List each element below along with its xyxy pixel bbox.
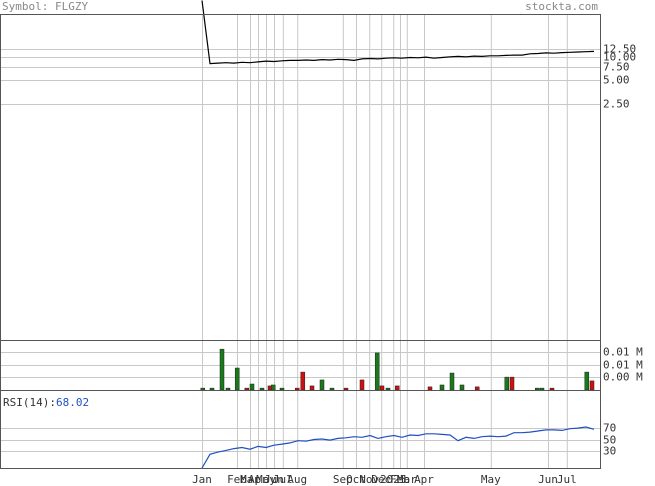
y-tick-label: 70 (603, 422, 616, 435)
volume-bar (319, 379, 325, 391)
y-tick-label: 5.00 (603, 74, 630, 87)
volume-bar (249, 383, 255, 391)
y-tick-label: 30 (603, 445, 616, 458)
volume-bar (459, 384, 465, 391)
price-frame (0, 14, 601, 341)
line (201, 0, 595, 65)
line (201, 426, 595, 469)
grid (0, 14, 600, 468)
volume-bar (449, 372, 455, 391)
volume-bar (343, 387, 349, 391)
x-tick-label: Oct (346, 473, 366, 486)
x-tick-label: Feb (390, 473, 410, 486)
volume-bar (244, 387, 250, 391)
x-tick-label: Apr (414, 473, 434, 486)
volume-bar (584, 371, 590, 391)
x-tick-label: Sep (333, 473, 353, 486)
rsi-title: RSI(14):68.02 (3, 396, 89, 409)
x-tick-label: Nov (359, 473, 379, 486)
x-tick-label: Jun (538, 473, 558, 486)
x-tick-label: May (256, 473, 276, 486)
volume-bar (379, 385, 385, 391)
x-tick-label: May (481, 473, 501, 486)
volume-bar (200, 387, 206, 391)
y-tick-label: 50 (603, 434, 616, 447)
volume-bar (474, 386, 480, 391)
y-tick-label: 0.00 M (603, 371, 643, 384)
volume-bar (359, 379, 365, 391)
marks (200, 0, 595, 469)
volume-bar (225, 387, 231, 391)
x-tick-label: Apr (248, 473, 268, 486)
rsi-value: 68.02 (56, 396, 89, 409)
x-tick-label: Aug (287, 473, 307, 486)
volume-bar (534, 387, 540, 391)
site: stockta.com (525, 0, 598, 13)
volume-bar (279, 387, 285, 391)
x-tick-label: 2025 (380, 473, 407, 486)
y-tick-label: 0.01 M (603, 359, 643, 372)
volume-bar (549, 387, 555, 391)
volume-bar (589, 380, 595, 391)
y-tick-label: 7.50 (603, 61, 630, 74)
x-tick-label: Dec (371, 473, 391, 486)
volume-bar (270, 384, 276, 391)
volume-bar (374, 352, 380, 391)
volume-bar (259, 387, 265, 391)
y-tick-label: 10.00 (603, 51, 636, 64)
volume-bar (394, 385, 400, 391)
y-tick-label: 2.50 (603, 98, 630, 111)
volume-bar (234, 367, 240, 391)
y-tick-label: 0.01 M (603, 346, 643, 359)
y-tick-label: 12.50 (603, 43, 636, 56)
volume-bar (309, 385, 315, 391)
volume-bar (209, 387, 215, 391)
volume-bar (539, 387, 545, 391)
volume-bar (385, 387, 391, 391)
volume-bar (509, 376, 515, 391)
x-tick-label: Jun (264, 473, 284, 486)
rsi-label: RSI(14): (3, 396, 56, 409)
x-tick-label: Mar (397, 473, 417, 486)
volume-bar (504, 376, 510, 391)
volume-bar (300, 371, 306, 391)
volume-bar (427, 386, 433, 391)
x-tick-label: Mar (240, 473, 260, 486)
x-tick-label: Jul (273, 473, 293, 486)
x-tick-label: Jan (192, 473, 212, 486)
x-tick-label: Jul (557, 473, 577, 486)
rsi-frame (0, 390, 601, 469)
volume-bar (219, 348, 225, 391)
volume-bar (329, 387, 335, 391)
symbol: Symbol: FLGZY (2, 0, 88, 13)
x-tick-label: Feb (227, 473, 247, 486)
volume-bar (439, 384, 445, 391)
volume-bar (294, 387, 300, 391)
